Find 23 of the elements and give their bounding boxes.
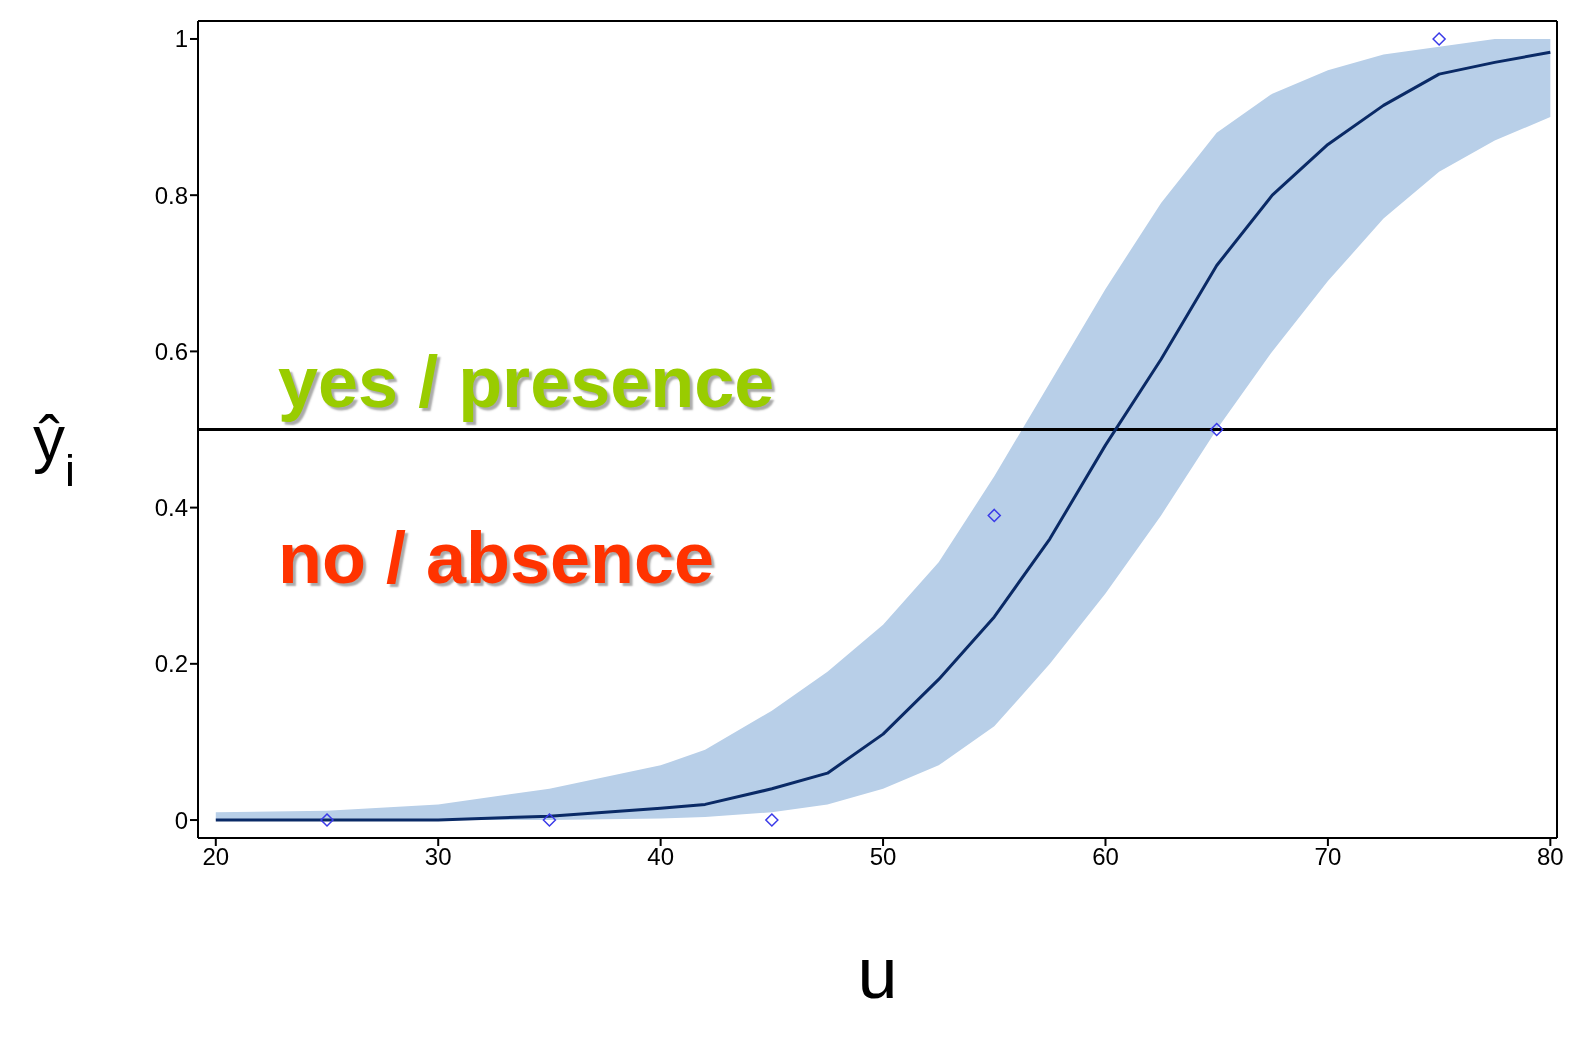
- y-tick-label: 0.2: [154, 650, 188, 678]
- point: [987, 508, 1002, 523]
- x-tick-label: 60: [1092, 843, 1119, 871]
- y-tick-label: 0.4: [154, 494, 188, 522]
- y-tick-label: 1: [174, 25, 188, 53]
- point: [542, 813, 557, 827]
- point: [1432, 32, 1446, 46]
- annotation: yes / presence: [278, 341, 775, 424]
- x-axis-title: u: [857, 933, 898, 1013]
- x-tick-label: 40: [647, 843, 674, 871]
- x-tick-label: 30: [424, 843, 452, 871]
- x-tick-label: 50: [869, 843, 897, 871]
- point: [1209, 422, 1224, 437]
- x-tick-label: 70: [1314, 843, 1342, 871]
- annotation: no / absence: [278, 516, 715, 599]
- y-tick-label: 0.6: [154, 337, 188, 365]
- point: [320, 813, 334, 827]
- y-tick-label: 0: [174, 806, 188, 834]
- y-axis-title: ŷ$_{i}$: [33, 403, 75, 496]
- point: [765, 813, 779, 827]
- x-tick-label: 80: [1536, 843, 1564, 871]
- y-tick-label: 0.8: [154, 181, 188, 209]
- x-tick-label: 20: [202, 843, 230, 871]
